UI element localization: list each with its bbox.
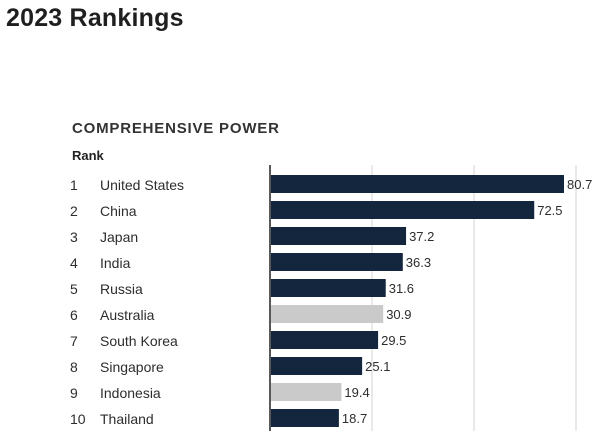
rank-number: 6 bbox=[70, 307, 78, 323]
country-label: South Korea bbox=[100, 333, 178, 349]
bar-australia bbox=[271, 305, 384, 323]
data-label: 19.4 bbox=[344, 385, 369, 400]
bar-singapore bbox=[271, 357, 363, 375]
data-label: 72.5 bbox=[537, 203, 562, 218]
bar-indonesia bbox=[271, 383, 342, 401]
rank-number: 7 bbox=[70, 333, 78, 349]
data-label: 30.9 bbox=[386, 307, 411, 322]
country-label: Russia bbox=[100, 281, 143, 297]
bar-japan bbox=[271, 227, 407, 245]
country-label: Australia bbox=[100, 307, 155, 323]
data-label: 37.2 bbox=[409, 229, 434, 244]
country-label: Thailand bbox=[100, 411, 154, 427]
chart-title: COMPREHENSIVE POWER bbox=[72, 120, 280, 137]
bar-united-states bbox=[271, 175, 564, 193]
bar-russia bbox=[271, 279, 386, 297]
bar-thailand bbox=[271, 409, 339, 427]
page-title: 2023 Rankings bbox=[6, 4, 184, 32]
country-label: Japan bbox=[100, 229, 139, 245]
data-label: 29.5 bbox=[381, 333, 406, 348]
bar-india bbox=[271, 253, 403, 271]
rank-number: 2 bbox=[70, 203, 78, 219]
bar-south-korea bbox=[271, 331, 379, 349]
country-label: Singapore bbox=[100, 359, 164, 375]
data-label: 31.6 bbox=[389, 281, 414, 296]
rank-number: 3 bbox=[70, 229, 78, 245]
rank-number: 4 bbox=[70, 255, 78, 271]
rank-number: 1 bbox=[70, 177, 78, 193]
data-label: 36.3 bbox=[406, 255, 431, 270]
country-label: China bbox=[100, 203, 137, 219]
bar-china bbox=[271, 201, 535, 219]
rank-number: 10 bbox=[70, 411, 86, 427]
country-label: United States bbox=[100, 177, 185, 193]
rank-number: 8 bbox=[70, 359, 78, 375]
country-label: Indonesia bbox=[100, 385, 161, 401]
data-label: 18.7 bbox=[342, 411, 367, 426]
rank-column-header: Rank bbox=[72, 148, 104, 163]
country-label: India bbox=[100, 255, 131, 271]
data-label: 25.1 bbox=[365, 359, 390, 374]
rank-number: 9 bbox=[70, 385, 78, 401]
data-label: 80.7 bbox=[567, 177, 592, 192]
rank-number: 5 bbox=[70, 281, 78, 297]
